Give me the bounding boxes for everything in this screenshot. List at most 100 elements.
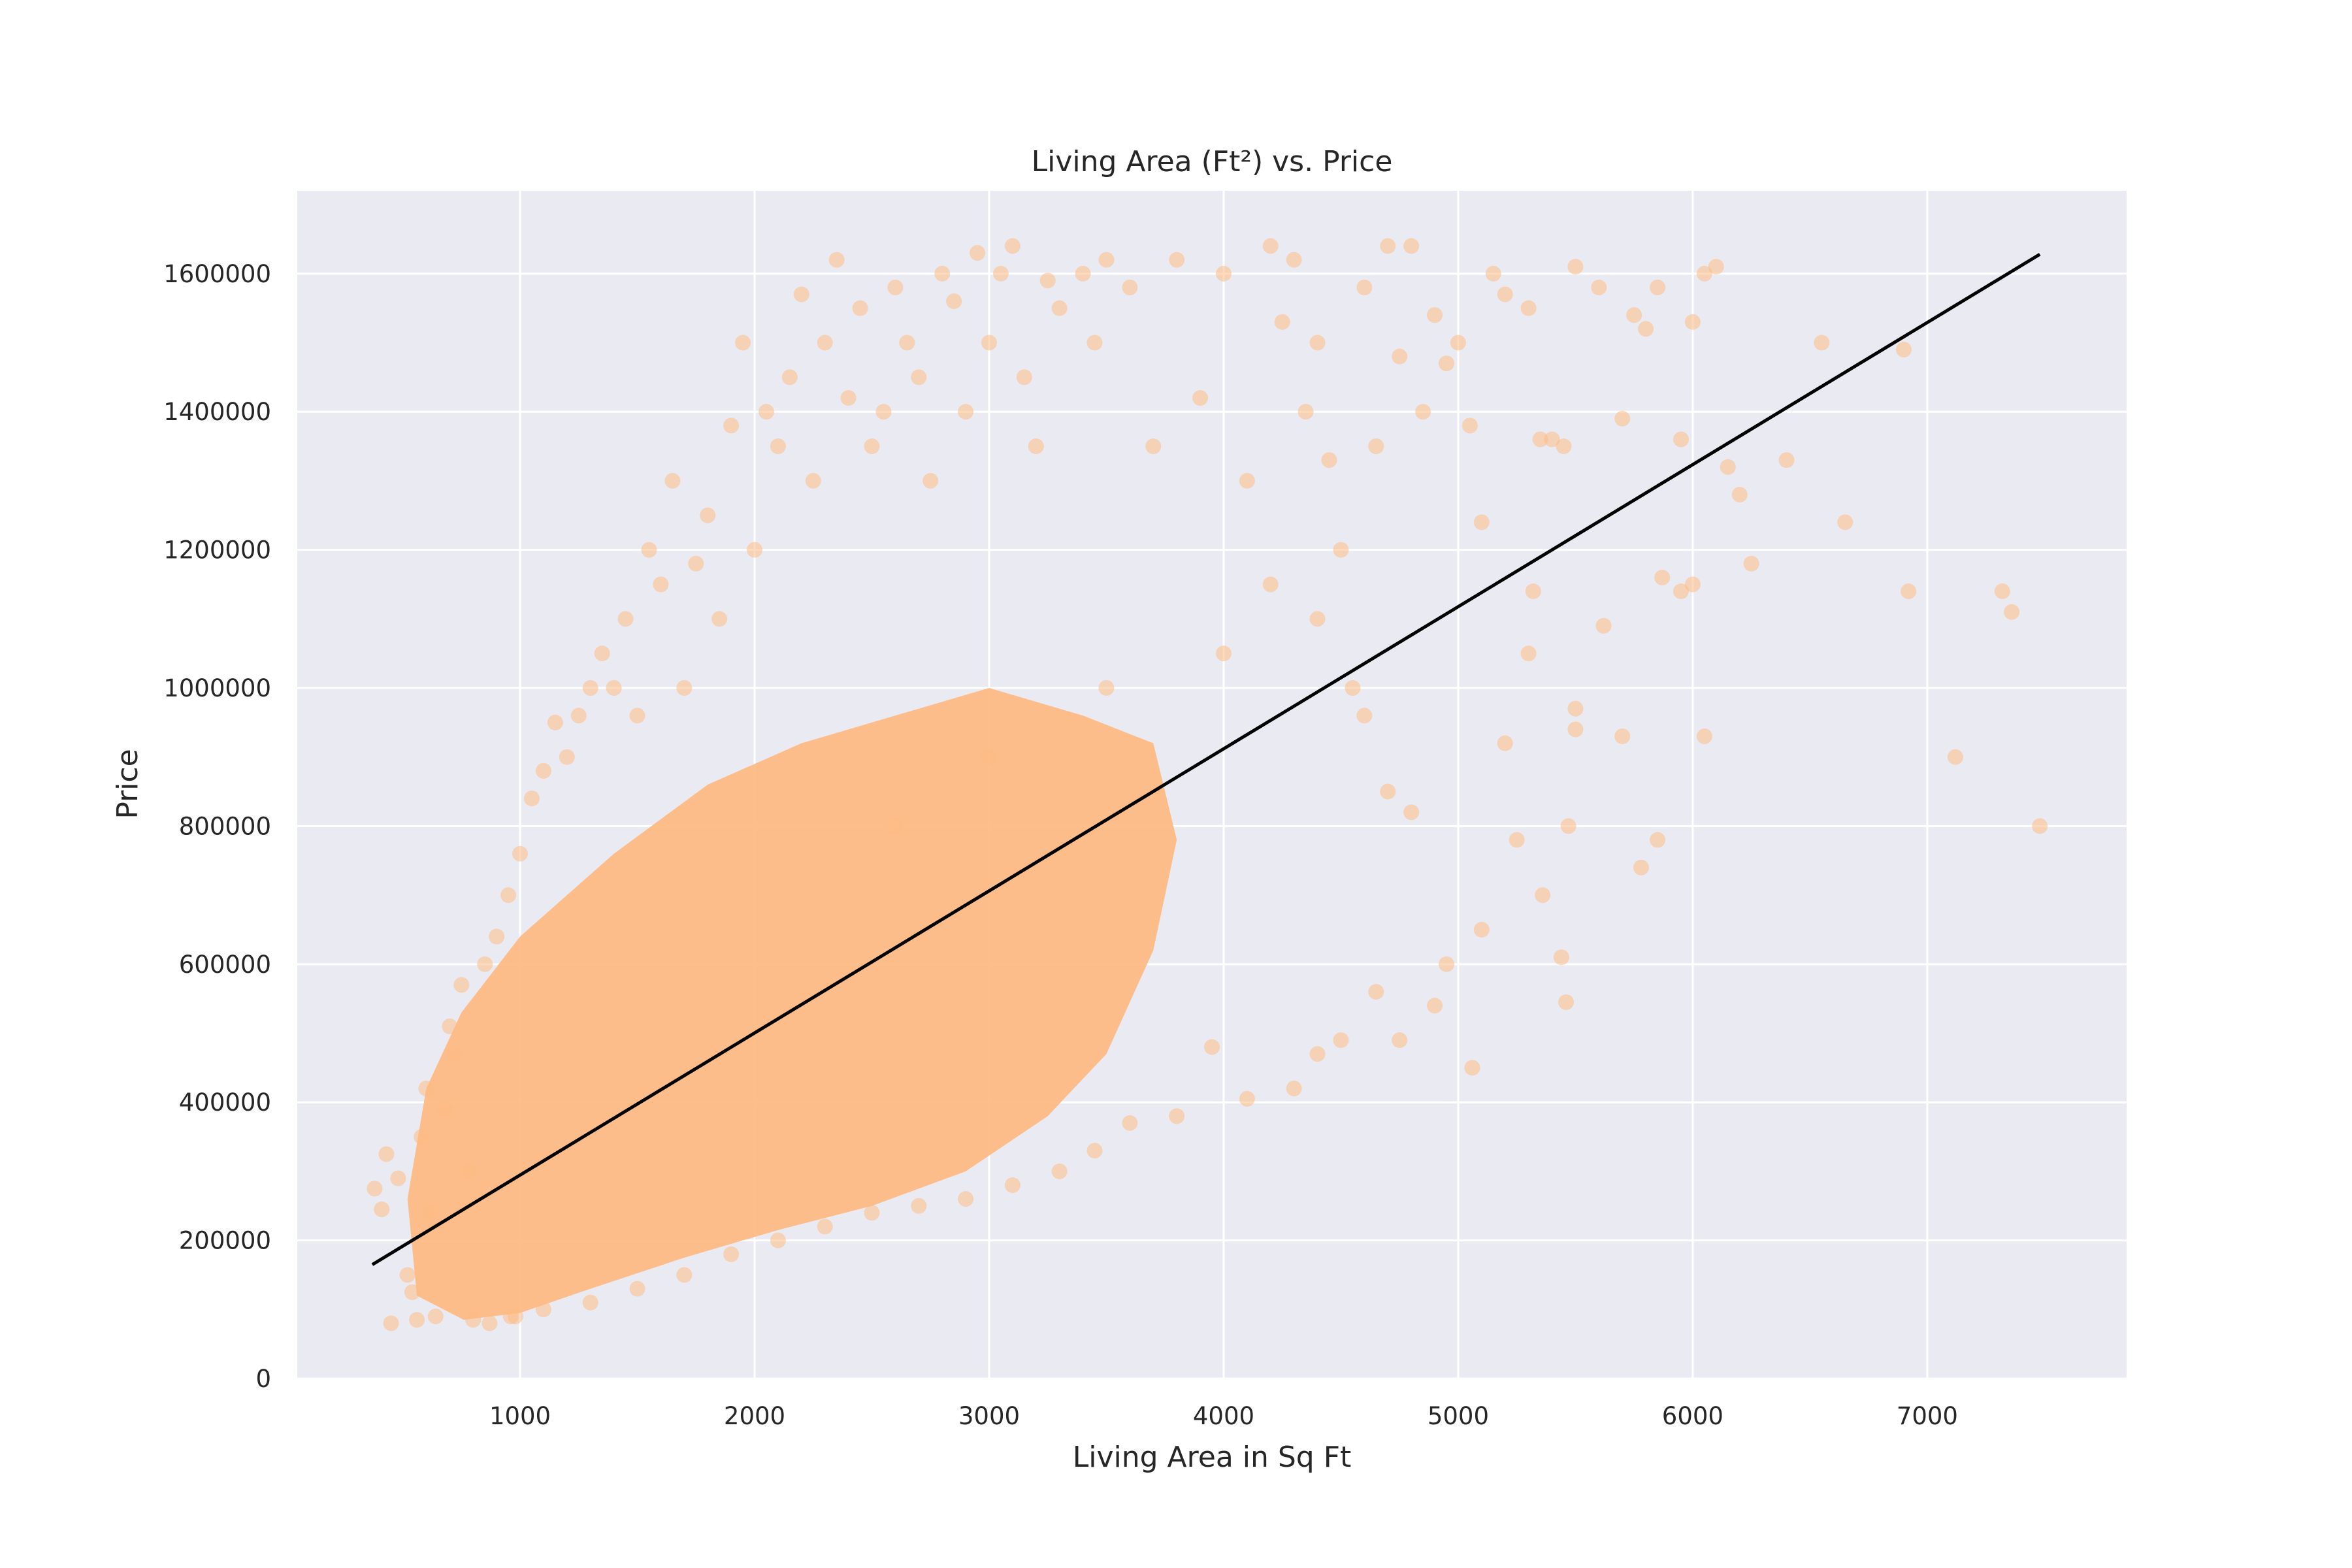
- scatter-point: [1532, 431, 1548, 448]
- scatter-point: [1595, 617, 1612, 634]
- scatter-point: [793, 286, 809, 302]
- scatter-point: [688, 555, 704, 572]
- scatter-point: [404, 1284, 420, 1300]
- scatter-point: [1016, 369, 1032, 385]
- scatter-point: [1720, 459, 1736, 475]
- x-tick-label: 6000: [1662, 1402, 1723, 1430]
- scatter-point: [1473, 514, 1490, 531]
- scatter-point: [1520, 300, 1537, 316]
- scatter-point: [735, 335, 751, 351]
- scatter-point: [1004, 1177, 1021, 1194]
- scatter-point: [1333, 542, 1349, 558]
- scatter-point: [958, 1191, 974, 1207]
- scatter-point: [817, 1218, 833, 1235]
- y-axis-ticks: 0 200000 400000 600000 800000 1000000 1200000 1…: [163, 260, 271, 1393]
- scatter-point: [1380, 238, 1396, 254]
- y-axis-label: Price: [111, 749, 144, 819]
- scatter-point: [1525, 583, 1541, 600]
- scatter-point: [1262, 238, 1279, 254]
- scatter-point: [1633, 859, 1649, 875]
- scatter-point: [981, 335, 997, 351]
- scatter-point: [1215, 265, 1232, 282]
- scatter-point: [1356, 708, 1373, 724]
- scatter-point: [446, 1046, 463, 1062]
- scatter-point: [1298, 404, 1314, 420]
- scatter-point: [805, 472, 821, 489]
- scatter-point: [911, 369, 927, 385]
- x-tick-label: 3000: [958, 1402, 1020, 1430]
- scatter-point: [465, 1312, 482, 1328]
- scatter-point: [664, 472, 681, 489]
- scatter-point: [461, 1163, 477, 1179]
- scatter-point: [1567, 259, 1584, 275]
- x-tick-label: 2000: [724, 1402, 785, 1430]
- scatter-point: [770, 438, 786, 455]
- scatter-point: [1145, 438, 1162, 455]
- scatter-point: [1556, 438, 1572, 455]
- scatter-point: [1497, 735, 1513, 751]
- y-tick-label: 400000: [179, 1088, 271, 1117]
- scatter-point: [747, 542, 762, 558]
- y-tick-label: 600000: [179, 951, 271, 979]
- scatter-point: [1415, 404, 1431, 420]
- scatter-point: [1696, 265, 1712, 282]
- scatter-point: [523, 791, 540, 807]
- scatter-point: [1450, 335, 1466, 351]
- scatter-point: [1262, 576, 1279, 593]
- scatter-point: [1535, 887, 1551, 904]
- scatter-point: [970, 245, 986, 261]
- scatter-point: [1591, 279, 1607, 295]
- scatter-point: [629, 708, 645, 724]
- scatter-point: [864, 1205, 880, 1221]
- scatter-point: [582, 680, 598, 696]
- scatter-point: [453, 977, 470, 993]
- dense-point-region: [407, 688, 1177, 1320]
- scatter-point: [946, 293, 962, 310]
- scatter-point: [559, 749, 575, 765]
- scatter-point: [1051, 300, 1068, 316]
- scatter-point: [864, 438, 880, 455]
- scatter-point: [442, 1018, 458, 1034]
- scatter-point: [711, 611, 728, 627]
- scatter-point: [1098, 680, 1115, 696]
- scatter-point: [1814, 335, 1830, 351]
- scatter-point: [1086, 1143, 1103, 1159]
- scatter-point: [981, 749, 997, 765]
- scatter-point: [1309, 1046, 1326, 1062]
- scatter-point: [1403, 238, 1420, 254]
- scatter-point: [1028, 438, 1044, 455]
- scatter-point: [547, 714, 563, 730]
- scatter-point: [1427, 307, 1443, 323]
- scatter-point: [1392, 1032, 1408, 1049]
- scatter-point: [1192, 390, 1209, 406]
- y-tick-label: 1600000: [163, 260, 271, 288]
- scatter-point: [1004, 238, 1021, 254]
- x-tick-label: 4000: [1193, 1402, 1254, 1430]
- scatter-point: [2004, 604, 2020, 620]
- scatter-point: [1286, 1081, 1302, 1097]
- scatter-point: [1427, 998, 1443, 1014]
- scatter-point: [723, 417, 740, 434]
- scatter-point: [390, 1170, 406, 1186]
- scatter-point: [1215, 645, 1232, 662]
- scatter-point: [911, 1198, 927, 1214]
- scatter-point: [653, 576, 669, 593]
- x-axis-label: Living Area in Sq Ft: [1073, 1441, 1352, 1474]
- scatter-point: [1239, 1090, 1255, 1107]
- scatter-point: [700, 507, 716, 523]
- scatter-point: [1039, 272, 1056, 289]
- scatter-point: [383, 1315, 399, 1331]
- scatter-point: [1462, 417, 1478, 434]
- scatter-point: [923, 472, 939, 489]
- chart-title: Living Area (Ft²) vs. Price: [1032, 145, 1393, 178]
- scatter-point: [594, 645, 610, 662]
- scatter-point: [378, 1146, 395, 1162]
- scatter-point: [1169, 252, 1185, 268]
- scatter-point: [500, 887, 517, 904]
- scatter-point: [502, 1308, 519, 1324]
- scatter-point: [1309, 335, 1326, 351]
- scatter-point: [1086, 335, 1103, 351]
- scatter-point: [2032, 818, 2048, 834]
- scatter-point: [1485, 265, 1501, 282]
